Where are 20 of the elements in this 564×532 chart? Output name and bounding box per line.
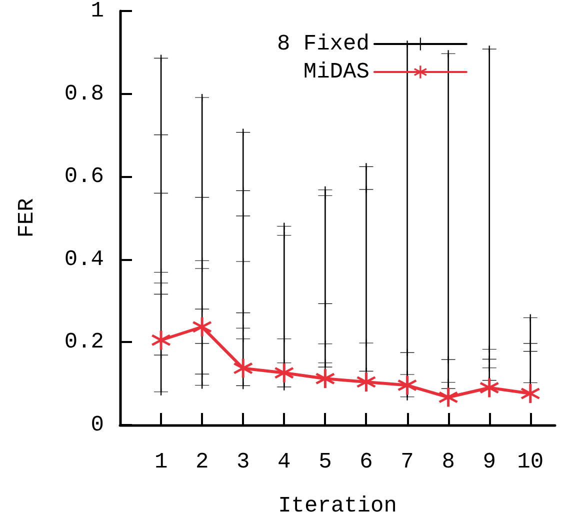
x-tick-label: 2 <box>195 450 209 474</box>
x-tick-label: 4 <box>278 450 291 474</box>
x-tick-label: 10 <box>517 450 544 474</box>
y-tick-label: 0.4 <box>64 246 104 272</box>
x-tick-label: 7 <box>400 450 414 474</box>
y-tick-label: 0.2 <box>64 330 104 355</box>
y-axis-title: FER <box>14 198 40 238</box>
legend-label: 8 Fixed <box>276 32 370 56</box>
x-tick-label: 1 <box>154 450 168 474</box>
x-tick-label: 5 <box>318 450 332 474</box>
y-tick-label: 1 <box>90 0 104 24</box>
x-axis-title: Iteration <box>278 494 397 518</box>
y-tick-label: 0.6 <box>64 164 104 190</box>
legend-label: MiDAS <box>303 60 370 84</box>
y-tick-label: 0.8 <box>64 81 104 106</box>
x-tick-label: 9 <box>482 450 496 474</box>
x-tick-label: 6 <box>360 450 373 474</box>
x-tick-label: 8 <box>442 450 455 474</box>
y-tick-label: 0 <box>90 412 104 438</box>
x-tick-label: 3 <box>236 450 250 474</box>
